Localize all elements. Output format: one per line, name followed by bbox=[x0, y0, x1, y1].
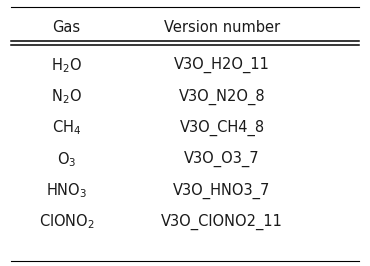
Text: V3O_N2O_8: V3O_N2O_8 bbox=[179, 89, 265, 105]
Text: V3O_H2O_11: V3O_H2O_11 bbox=[174, 57, 270, 73]
Text: CH$_4$: CH$_4$ bbox=[52, 119, 81, 137]
Text: V3O_ClONO2_11: V3O_ClONO2_11 bbox=[161, 214, 283, 230]
Text: Version number: Version number bbox=[164, 20, 280, 35]
Text: O$_3$: O$_3$ bbox=[57, 150, 76, 169]
Text: Gas: Gas bbox=[53, 20, 81, 35]
Text: N$_2$O: N$_2$O bbox=[51, 87, 82, 106]
Text: ClONO$_2$: ClONO$_2$ bbox=[39, 213, 94, 231]
Text: V3O_CH4_8: V3O_CH4_8 bbox=[179, 120, 265, 136]
Text: V3O_O3_7: V3O_O3_7 bbox=[184, 151, 260, 167]
Text: H$_2$O: H$_2$O bbox=[51, 56, 82, 74]
Text: HNO$_3$: HNO$_3$ bbox=[46, 181, 87, 200]
Text: V3O_HNO3_7: V3O_HNO3_7 bbox=[173, 183, 271, 199]
